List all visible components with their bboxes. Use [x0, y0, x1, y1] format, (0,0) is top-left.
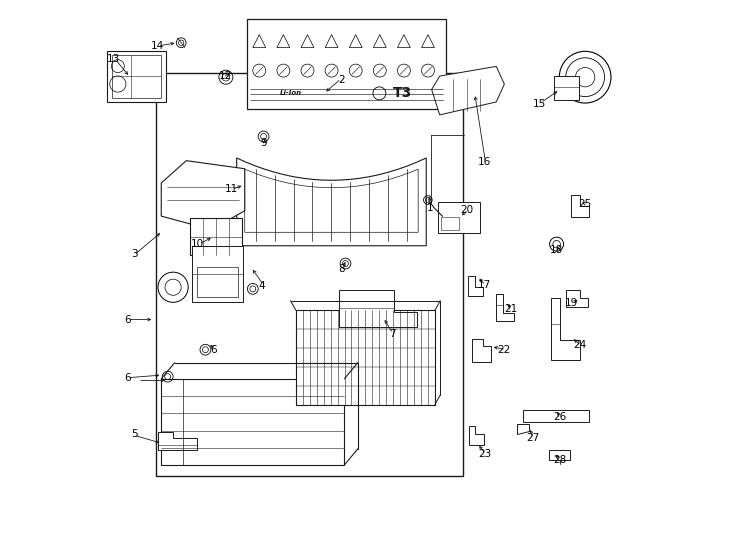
Text: T3: T3 — [393, 86, 412, 100]
Text: 21: 21 — [505, 304, 518, 314]
Text: 20: 20 — [460, 205, 473, 215]
Text: 6: 6 — [124, 373, 131, 383]
Polygon shape — [570, 194, 589, 217]
Polygon shape — [496, 294, 514, 321]
Bar — [438, 202, 480, 233]
Text: 13: 13 — [107, 54, 120, 64]
Text: 22: 22 — [498, 345, 511, 355]
Text: 18: 18 — [550, 245, 563, 254]
Text: 26: 26 — [553, 411, 567, 422]
Text: 11: 11 — [225, 184, 238, 194]
Text: 17: 17 — [478, 280, 491, 290]
Polygon shape — [339, 290, 417, 327]
Text: 6: 6 — [210, 345, 217, 355]
Text: 7: 7 — [389, 328, 396, 339]
Polygon shape — [517, 423, 528, 434]
Bar — [247, 19, 446, 110]
Text: 1: 1 — [427, 203, 434, 213]
Bar — [107, 51, 166, 102]
Bar — [192, 246, 243, 302]
Bar — [190, 218, 241, 255]
Text: 19: 19 — [565, 299, 578, 308]
Text: 8: 8 — [338, 264, 344, 274]
Bar — [523, 410, 589, 422]
Bar — [441, 217, 459, 230]
Polygon shape — [468, 276, 483, 296]
Text: 10: 10 — [191, 239, 204, 249]
Text: 5: 5 — [131, 429, 138, 439]
Text: 2: 2 — [338, 75, 344, 85]
Polygon shape — [567, 291, 588, 307]
Text: 14: 14 — [150, 41, 164, 51]
Polygon shape — [469, 426, 484, 445]
Polygon shape — [432, 66, 504, 115]
Polygon shape — [161, 161, 244, 230]
Bar — [554, 76, 578, 100]
Bar — [156, 73, 463, 476]
Text: 15: 15 — [533, 99, 546, 109]
Text: 16: 16 — [478, 157, 491, 167]
Text: 23: 23 — [478, 449, 491, 459]
Text: 25: 25 — [578, 199, 592, 210]
Bar — [197, 267, 238, 297]
Text: 4: 4 — [258, 281, 265, 291]
Text: 9: 9 — [261, 138, 267, 149]
Bar — [112, 55, 161, 98]
Text: 3: 3 — [131, 249, 138, 259]
Text: 24: 24 — [573, 340, 586, 350]
Bar — [296, 310, 435, 404]
Polygon shape — [158, 431, 197, 450]
Text: 12: 12 — [219, 71, 233, 81]
Bar — [161, 379, 344, 465]
Polygon shape — [472, 339, 491, 362]
Text: 6: 6 — [124, 315, 131, 325]
Bar — [549, 450, 570, 460]
Polygon shape — [236, 158, 426, 246]
Text: 28: 28 — [553, 455, 567, 464]
Polygon shape — [551, 298, 580, 361]
Text: 27: 27 — [526, 433, 539, 443]
Polygon shape — [244, 169, 418, 232]
Text: Li-Ion: Li-Ion — [280, 90, 302, 96]
